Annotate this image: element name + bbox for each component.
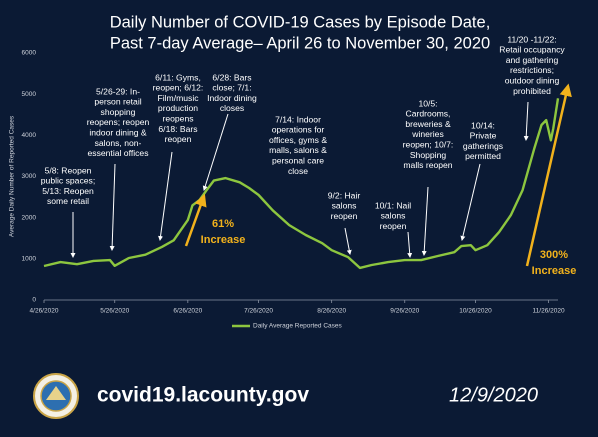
annotation: Retail occupancy [499, 45, 565, 55]
annotation-arrow [109, 163, 116, 251]
y-tick-label: 5000 [22, 91, 37, 98]
highlight-label: Increase [201, 234, 246, 246]
annotation: 10/5: [418, 98, 437, 108]
data-line [43, 98, 560, 270]
annotation: 10/1: Nail [375, 200, 411, 210]
annotation-arrow [407, 231, 413, 258]
annotation: reopen [331, 211, 358, 221]
annotation: shopping [101, 107, 136, 117]
y-tick-label: 4000 [22, 132, 37, 139]
annotation: permitted [465, 151, 501, 161]
annotation: salons, non- [95, 138, 142, 148]
annotation: outdoor dining [505, 75, 560, 85]
annotation: indoor dining & [89, 127, 147, 137]
annotation: salons [332, 201, 357, 211]
annotation: reopen; 10/7: [403, 139, 454, 149]
y-axis-label: Average Daily Number of Reported Cases [9, 115, 16, 237]
annotation: prohibited [513, 86, 551, 96]
x-tick-label: 4/26/2020 [30, 308, 59, 315]
annotation: operations for [272, 125, 325, 135]
annotation: some retail [47, 196, 89, 206]
y-tick-label: 1000 [22, 256, 37, 263]
annotation: gatherings [463, 141, 503, 151]
annotation: malls reopen [403, 160, 452, 170]
x-tick-label: 9/26/2020 [390, 308, 419, 315]
y-tick-label: 0 [32, 297, 36, 304]
annotation: reopens; reopen [87, 117, 150, 127]
annotation: Shopping [410, 150, 447, 160]
highlight-label: 61% [212, 218, 234, 230]
x-tick-label: 11/26/2020 [533, 308, 565, 315]
annotation: and gathering [506, 55, 559, 65]
x-tick-label: 6/26/2020 [173, 308, 202, 315]
annotation: breweries & [405, 119, 451, 129]
annotation: 5/13: Reopen [42, 186, 94, 196]
x-tick-label: 5/26/2020 [100, 308, 129, 315]
chart-title: Daily Number of COVID-19 Cases by Episod… [110, 13, 491, 31]
annotation: malls, salons & [269, 145, 327, 155]
annotation: 7/14: Indoor [275, 114, 321, 124]
annotation: salons [381, 211, 406, 221]
annotation: production [158, 103, 198, 113]
annotation: 5/26-29: In- [96, 86, 140, 96]
annotation: restrictions; [510, 65, 554, 75]
annotation-arrow [460, 163, 481, 241]
annotation: 10/14: [471, 120, 495, 130]
annotation: reopen [165, 134, 192, 144]
legend-label: Daily Average Reported Cases [253, 323, 343, 330]
annotation-arrow [421, 186, 429, 256]
annotation: Film/music [157, 93, 199, 103]
annotation: 9/2: Hair [328, 190, 361, 200]
annotation: closes [220, 103, 244, 113]
x-tick-label: 10/26/2020 [459, 308, 492, 315]
annotation: close; 7/1: [212, 83, 251, 93]
footer-site: covid19.lacounty.gov [97, 384, 309, 407]
annotation: close [288, 166, 308, 176]
highlight-arrow [525, 83, 572, 267]
annotation: wineries [411, 129, 444, 139]
annotation: personal care [272, 155, 324, 165]
annotation: reopen; 6/12: [153, 83, 204, 93]
annotation-arrow [202, 113, 229, 191]
annotation: 5/8: Reopen [45, 165, 92, 175]
highlight-label: Increase [532, 265, 577, 277]
annotation-arrow [523, 101, 529, 141]
y-tick-label: 3000 [22, 173, 37, 180]
annotation: Cardrooms, [406, 109, 451, 119]
annotation: 11/20 -11/22: [507, 34, 556, 44]
annotation: offices, gyms & [269, 135, 327, 145]
annotation: reopens [162, 113, 193, 123]
annotation: public spaces; [41, 176, 95, 186]
chart-title: Past 7-day Average– April 26 to November… [110, 34, 490, 52]
x-tick-label: 7/26/2020 [244, 308, 273, 315]
annotation: Private [470, 131, 497, 141]
annotation: 6/18: Bars [158, 124, 197, 134]
y-tick-label: 6000 [22, 50, 37, 57]
annotation: 6/11: Gyms, [155, 72, 201, 82]
annotation: reopen [380, 221, 407, 231]
annotation: person retail [94, 97, 141, 107]
highlight-label: 300% [540, 249, 568, 261]
highlight-arrow [184, 193, 207, 247]
footer-date: 12/9/2020 [449, 384, 538, 406]
y-tick-label: 2000 [22, 214, 37, 221]
county-seal [33, 373, 79, 419]
x-tick-label: 8/26/2020 [317, 308, 346, 315]
annotation: Indoor dining [207, 93, 257, 103]
annotation: essential offices [88, 148, 149, 158]
annotation-arrow [344, 227, 352, 255]
annotation: 6/28: Bars [212, 72, 251, 82]
annotation-arrow [158, 151, 173, 241]
